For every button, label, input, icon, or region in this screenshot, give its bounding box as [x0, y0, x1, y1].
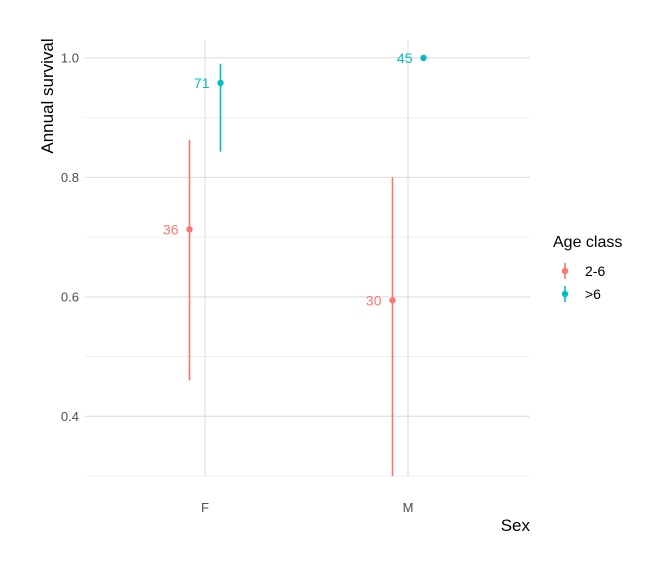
y-tick-label: 0.6: [61, 289, 79, 304]
x-tick-label: F: [201, 500, 209, 515]
y-axis-ticks: 0.4 0.6 0.8 1.0: [61, 50, 79, 423]
data-point: [420, 54, 427, 62]
x-tick-label: M: [403, 500, 414, 515]
data-point: [186, 226, 193, 233]
data-marks: 36 30 71 45: [163, 50, 427, 476]
y-axis-title: Annual survival: [38, 38, 57, 153]
grid: [85, 40, 530, 477]
legend-label: >6: [585, 286, 601, 302]
y-tick-label: 1.0: [61, 50, 79, 65]
data-label: 30: [366, 292, 382, 308]
data-label: 71: [194, 75, 210, 91]
legend-label: 2-6: [585, 263, 605, 279]
y-tick-label: 0.4: [61, 409, 79, 424]
legend-key-point: [561, 290, 569, 298]
legend: Age class 2-6 >6: [553, 234, 622, 302]
x-axis-title: Sex: [501, 516, 531, 535]
data-label: 45: [397, 50, 413, 66]
data-point: [389, 297, 396, 304]
data-point: [217, 79, 224, 87]
legend-title: Age class: [553, 234, 622, 251]
legend-item: 2-6: [561, 263, 605, 279]
data-label: 36: [163, 221, 179, 237]
legend-item: >6: [561, 286, 601, 302]
y-tick-label: 0.8: [61, 170, 79, 185]
legend-key-point: [561, 267, 569, 275]
